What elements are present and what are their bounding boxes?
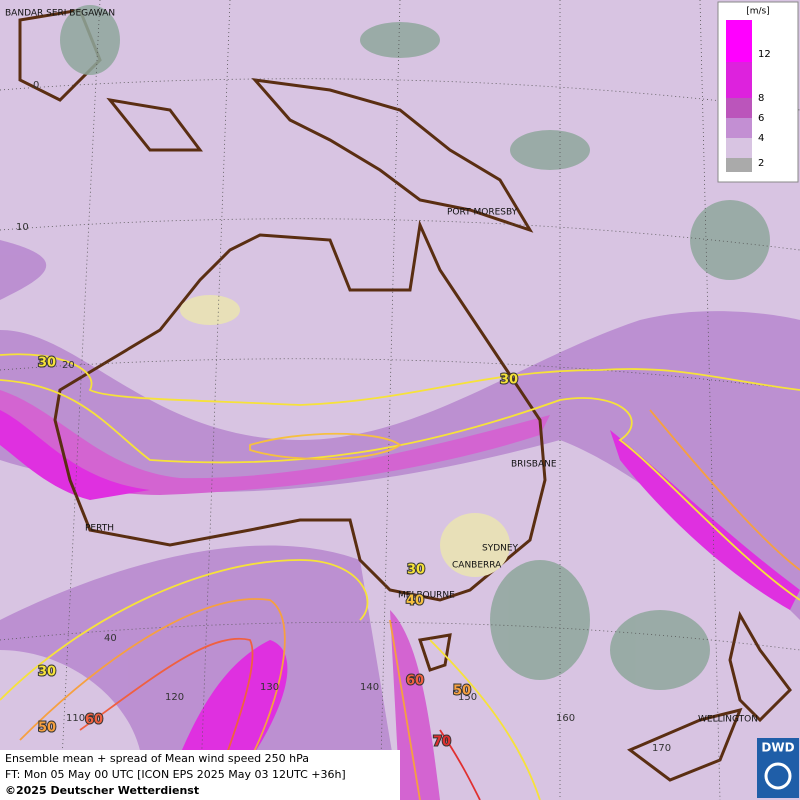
- city-label: CANBERRA: [452, 561, 502, 571]
- legend-tick: 6: [758, 113, 764, 124]
- contour-label: 60: [406, 674, 424, 689]
- grid-label: 160: [556, 713, 575, 724]
- spread-shading: [0, 240, 800, 800]
- grid-label: 110: [66, 713, 85, 724]
- land: [18, 8, 792, 782]
- contour-label: 30: [38, 665, 56, 680]
- contour-label: 50: [38, 721, 56, 736]
- grid-label: 120: [165, 692, 184, 703]
- city-label: BRISBANE: [511, 460, 557, 470]
- contour-label: 30: [407, 563, 425, 578]
- contour-label: 50: [453, 684, 471, 699]
- footer-box: [0, 750, 400, 800]
- grid-label: 140: [360, 682, 379, 693]
- legend-tick: 12: [758, 49, 771, 60]
- grid-label: 20: [62, 360, 75, 371]
- terrain-highland: [180, 295, 240, 325]
- grid-label: 130: [260, 682, 279, 693]
- terrain: [60, 5, 770, 690]
- city-label: SYDNEY: [482, 544, 519, 554]
- legend-tick: 2: [758, 158, 764, 169]
- legend-tick: 8: [758, 93, 764, 104]
- legend-unit: [m/s]: [746, 7, 770, 17]
- contour-label: 40: [406, 594, 424, 609]
- city-label: PERTH: [85, 524, 114, 534]
- contour-label: 30: [500, 373, 518, 388]
- grid-label: 10: [16, 222, 29, 233]
- city-label: WELLINGTON: [698, 715, 758, 725]
- grid-label: 40: [104, 633, 117, 644]
- grid-label: 170: [652, 743, 671, 754]
- city-label: BANDAR SERI BEGAWAN: [5, 9, 115, 19]
- contour-label: 60: [85, 713, 103, 728]
- grid-label: 150: [458, 692, 477, 703]
- terrain-highland: [440, 513, 510, 577]
- footer-line: FT: Mon 05 May 00 UTC [ICON EPS 2025 May…: [5, 768, 346, 781]
- grid-label: 0: [33, 80, 39, 91]
- legend: [m/s] 12 8 6 4 2: [717, 1, 799, 183]
- city-label: PORT MORESBY: [447, 208, 518, 218]
- city-label: MELBOURNE: [398, 591, 455, 601]
- logo-swirl: [764, 762, 792, 790]
- footer-line: ©2025 Deutscher Wetterdienst: [5, 784, 199, 797]
- legend-tick: 4: [758, 133, 764, 144]
- logo-text: DWD: [761, 741, 794, 755]
- contour-label: 70: [433, 735, 451, 750]
- footer-line: Ensemble mean + spread of Mean wind spee…: [5, 752, 309, 765]
- contour-label: 30: [38, 356, 56, 371]
- isotachs: [0, 353, 800, 800]
